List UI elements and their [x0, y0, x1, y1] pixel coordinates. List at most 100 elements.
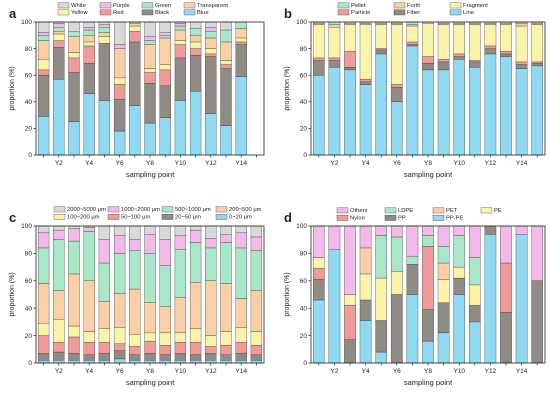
legend-label-b-2: Fragment — [463, 3, 488, 9]
x-tick-label-b-9: Y10 — [453, 160, 465, 167]
bar-segment-c-y6-3 — [113, 327, 126, 344]
legend-label-a-5: Red — [113, 10, 124, 16]
x-tick-label-d-1: Y2 — [330, 368, 338, 375]
legend-swatch-b-1 — [393, 2, 406, 9]
bar-segment-c-y7-3 — [129, 334, 141, 347]
bar-segment-d-y9-5 — [437, 246, 450, 264]
bar-segment-a-y14-0 — [235, 76, 247, 156]
bar-segment-d-y1-0 — [313, 299, 325, 364]
bar-segment-c-y2-6 — [53, 229, 65, 240]
legend-swatch-c-0 — [53, 206, 66, 213]
bar-segment-c-y3-4 — [68, 273, 80, 327]
bar-segment-c-y13-6 — [220, 234, 232, 243]
bar-segment-c-y13-1 — [220, 354, 232, 361]
bar-segment-d-y14-0 — [515, 234, 528, 364]
bar-segment-b-y9-1 — [437, 61, 450, 71]
bar-segment-a-y6-0 — [113, 130, 126, 156]
bar-segment-b-y11-3 — [469, 24, 481, 61]
bar-segment-d-y8-5 — [422, 235, 434, 247]
bar-segment-d-y10-6 — [453, 225, 465, 236]
bar-segment-c-y14-7 — [235, 225, 247, 234]
bar-segment-c-y11-2 — [189, 342, 202, 355]
bar-segment-a-y11-0 — [189, 90, 202, 156]
bar-segment-c-y10-2 — [174, 342, 187, 354]
bar-segment-c-y10-4 — [174, 297, 187, 334]
bar-segment-a-y5-3 — [98, 36, 111, 44]
bar-segment-a-y4-2 — [83, 45, 95, 64]
legend-label-c-5: 50~100 μm — [121, 215, 150, 221]
bar-segment-a-y13-1 — [220, 68, 232, 126]
y-axis-label-c: proportion (%) — [9, 272, 16, 316]
bar-segment-a-y8-6 — [144, 36, 156, 41]
bar-segment-b-y14-3 — [515, 25, 528, 63]
bar-segment-c-y9-2 — [159, 345, 171, 355]
bar-segment-c-y13-0 — [220, 360, 232, 364]
bar-segment-c-y6-4 — [113, 292, 126, 328]
bar-segment-b-y3-2 — [344, 51, 356, 68]
bar-segment-d-y11-3 — [469, 284, 481, 306]
bar-segment-b-y10-1 — [453, 56, 465, 60]
bar-segment-b-y3-0 — [344, 69, 356, 156]
x-tick-label-d-7: Y8 — [424, 368, 432, 375]
bar-segment-a-y6-1 — [113, 98, 126, 132]
bar-segment-a-y2-2 — [53, 40, 65, 48]
y-axis-label-a: proportion (%) — [9, 66, 16, 110]
bar-segment-b-y6-3 — [391, 24, 403, 85]
bar-segment-b-y15-2 — [531, 61, 543, 64]
bar-segment-d-y10-3 — [453, 266, 465, 279]
bar-segment-a-y2-4 — [53, 31, 65, 35]
bar-segment-b-y11-1 — [469, 61, 481, 68]
bar-segment-a-y11-7 — [189, 21, 202, 29]
bar-segment-b-y1-0 — [313, 75, 325, 156]
bar-segment-a-y2-6 — [53, 23, 65, 28]
bar-segment-d-y7-0 — [406, 294, 419, 364]
bar-segment-a-y2-5 — [53, 27, 65, 32]
bar-segment-c-y3-2 — [68, 336, 80, 354]
bar-segment-b-y8-2 — [422, 56, 434, 64]
y-tick-label-c-5: 100 — [21, 223, 32, 230]
legend-label-d-5: PP — [398, 216, 406, 222]
bar-segment-d-y15-1 — [531, 280, 543, 364]
bar-segment-a-y13-4 — [220, 41, 232, 61]
bar-segment-c-y11-1 — [189, 354, 202, 361]
bar-segment-a-y3-2 — [68, 57, 80, 73]
bar-segment-a-y8-4 — [144, 44, 156, 69]
legend-label-d-4: Nylon — [350, 216, 365, 222]
y-tick-label-b-2: 40 — [300, 99, 308, 106]
bar-segment-a-y8-5 — [144, 40, 156, 45]
bar-segment-c-y15-6 — [250, 236, 263, 251]
bar-segment-d-y8-2 — [422, 246, 434, 310]
legend-swatch-a-6 — [141, 9, 154, 16]
bar-segment-a-y4-7 — [83, 21, 95, 28]
x-tick-label-b-13: Y14 — [516, 160, 528, 167]
bar-segment-c-y10-3 — [174, 332, 187, 343]
bar-segment-d-y12-1 — [484, 225, 497, 235]
legend-swatch-a-1 — [99, 2, 112, 9]
y-tick-label-c-4: 80 — [25, 251, 33, 258]
bar-segment-a-y6-4 — [113, 48, 126, 79]
legend-swatch-d-2 — [432, 207, 445, 214]
bar-segment-c-y7-1 — [129, 354, 141, 361]
bar-segment-c-y15-7 — [250, 225, 263, 238]
bar-segment-d-y4-6 — [359, 225, 372, 249]
x-tick-label-c-3: Y4 — [85, 368, 93, 375]
bar-segment-b-y11-4 — [469, 23, 481, 25]
bar-segment-c-y8-1 — [144, 353, 156, 361]
legend-swatch-a-3 — [183, 2, 196, 9]
legend-label-a-0: White — [71, 3, 86, 9]
bar-segment-d-y5-6 — [375, 225, 387, 236]
bar-segment-d-y1-1 — [313, 279, 325, 301]
bar-segment-a-y13-5 — [220, 29, 232, 43]
legend-label-c-3: 200~500 μm — [229, 207, 262, 213]
bar-segment-a-y12-5 — [205, 31, 217, 39]
bar-segment-b-y6-1 — [391, 86, 403, 102]
bar-segment-c-y9-5 — [159, 265, 171, 308]
bar-segment-a-y11-4 — [189, 35, 202, 43]
bar-segment-b-y14-0 — [515, 68, 528, 156]
bar-segment-a-y8-0 — [144, 122, 156, 156]
x-tick-label-c-13: Y14 — [235, 368, 247, 375]
bar-segment-a-y3-1 — [68, 72, 80, 122]
bar-segment-c-y9-3 — [159, 332, 171, 346]
bar-segment-c-y7-4 — [129, 288, 141, 335]
